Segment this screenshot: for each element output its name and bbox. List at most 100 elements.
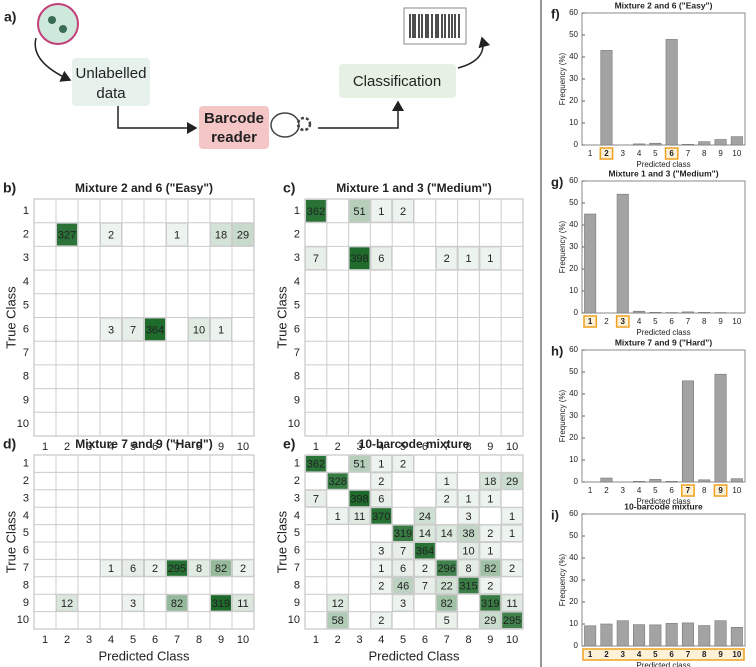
heat-cell [479,594,502,612]
x-tick-label: 8 [465,441,471,453]
highlight-box [582,648,745,661]
x-tick-label: 8 [196,441,202,453]
cell-label: 6 [130,563,136,575]
cell-label: 2 [487,528,493,540]
y-tick-label: 0 [574,477,579,486]
x-tick-label: 5 [653,317,658,326]
y-tick-label: 1 [294,205,300,217]
cell-label: 2 [378,580,384,592]
cell-label: 2 [378,476,384,488]
x-tick-label: 4 [378,441,384,453]
output-label: Classification [353,73,441,90]
x-tick-label: 5 [653,149,658,158]
x-tick-label: 7 [174,634,180,646]
panel-label: b) [3,180,16,196]
bar [681,311,694,314]
x-tick-label: 2 [335,634,341,646]
y-tick-label: 6 [294,545,300,557]
x-tick-label: 5 [400,634,406,646]
y-axis-title: True Class [3,510,18,573]
highlight-box [599,147,614,160]
cell-label: 10 [462,546,474,558]
y-tick-label: 3 [294,252,300,264]
y-tick-label: 8 [23,579,29,591]
y-tick-label: 30 [569,575,578,584]
x-tick-label: 7 [174,441,180,453]
cell-icon [37,3,79,45]
bar [681,144,694,146]
plot-frame [581,180,746,314]
heat-cell [435,559,458,577]
x-tick-label: 5 [400,441,406,453]
arrow [117,106,198,134]
heat-cell [348,455,371,473]
heat-cell [144,559,166,577]
x-tick-label: 10 [732,149,741,158]
cell-label: 398 [350,493,368,505]
x-tick-label: 7 [444,441,450,453]
bar [698,625,711,647]
bar [698,479,711,483]
y-tick-label: 8 [23,371,29,383]
chart-title: Mixture 2 and 6 ("Easy") [615,0,713,10]
heat-cell [479,524,502,542]
x-tick-label: 3 [86,441,92,453]
cell-label: 29 [506,476,518,488]
bar [584,625,597,647]
cell-label: 3 [108,324,114,336]
cell-label: 82 [171,598,183,610]
cell-label: 46 [397,580,409,592]
x-tick-label: 2 [64,441,70,453]
heat-cell [392,594,415,612]
bar [649,479,662,483]
y-axis-title: Frequency (%) [558,220,567,273]
x-tick-label: 4 [637,149,642,158]
heat-cell [370,542,393,560]
x-tick-label: 6 [152,441,158,453]
heat-cell [501,559,524,577]
heat-cell [210,594,232,612]
heat-cell [457,489,480,508]
y-tick-label: 7 [23,347,29,359]
cell-label: 1 [509,528,515,540]
heat-cell [348,507,371,525]
bar [584,213,597,314]
y-tick-label: 10 [569,619,578,628]
x-tick-label: 3 [356,634,362,646]
heat-cell [435,472,458,490]
cell-label: 8 [465,563,471,575]
x-tick-label: 6 [669,650,674,659]
y-tick-label: 1 [294,458,300,470]
reader-label: Barcode [204,110,264,127]
heat-cell [479,576,502,595]
heat-cell [305,489,327,508]
y-tick-label: 40 [569,389,578,398]
panel-label: d) [3,436,16,452]
heat-cell [326,611,349,629]
cell-label: 1 [335,511,341,523]
heat-cell [188,559,210,577]
heat-cell [414,524,436,542]
cell-label: 7 [400,546,406,558]
cell-label: 295 [503,615,521,627]
y-tick-label: 60 [569,345,578,354]
cell-label: 2 [108,229,114,241]
x-tick-label: 2 [64,634,70,646]
heat-cell [479,489,502,508]
cell-label: 1 [465,493,471,505]
heat-cell [435,576,458,595]
y-tick-label: 30 [569,74,578,83]
y-tick-label: 8 [294,371,300,383]
cell-label: 82 [484,563,496,575]
x-tick-label: 2 [604,149,609,158]
bar [616,620,629,647]
x-tick-label: 9 [718,486,723,495]
x-tick-label: 6 [422,634,428,646]
heat-cell [457,524,480,542]
x-tick-label: 6 [669,317,674,326]
x-tick-label: 3 [621,486,626,495]
y-tick-label: 10 [569,455,578,464]
x-tick-label: 10 [732,650,741,659]
chart-title: Mixture 1 and 3 ("Medium") [336,181,491,195]
x-tick-label: 8 [196,634,202,646]
